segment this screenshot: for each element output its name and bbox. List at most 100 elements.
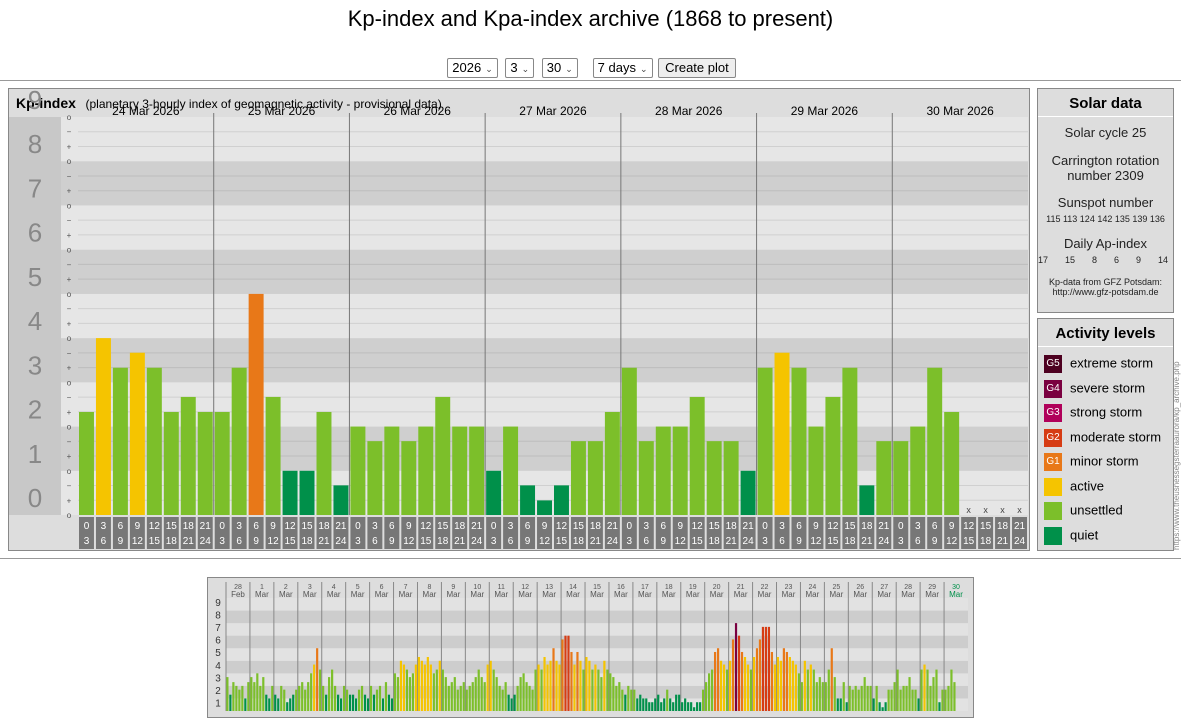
overview-bar <box>782 648 785 711</box>
y-tick-label: 7 <box>28 173 42 203</box>
overview-bar <box>348 694 352 711</box>
overview-chart: 12345678928Feb1Mar2Mar3Mar4Mar5Mar6Mar7M… <box>215 582 968 711</box>
chevron-down-icon: ⌄ <box>521 64 530 74</box>
sub-tick-label: o <box>67 246 72 255</box>
ap-values: 17 15 8 6 9 14 --- <box>1038 255 1181 265</box>
kp-bar <box>554 485 569 515</box>
overview-bar <box>552 648 555 711</box>
kp-bar <box>435 396 451 515</box>
overview-bar <box>854 685 857 711</box>
overview-bar <box>764 626 768 711</box>
carrington-number: number 2309 <box>1067 168 1144 183</box>
date-controls: 2026 ⌄ 3 ⌄ 30 ⌄ 7 days ⌄ Create plot <box>0 58 1181 78</box>
credit-line-1: Kp-data from GFZ Potsdam: <box>1048 277 1163 287</box>
overview-bar <box>896 669 899 711</box>
hour-cell <box>554 517 569 549</box>
overview-bar <box>603 660 606 711</box>
hour-cell <box>214 517 230 549</box>
overview-bar <box>594 664 597 711</box>
overview-bar <box>773 664 777 711</box>
overview-bar <box>381 698 385 711</box>
kp-bar <box>689 396 705 515</box>
year-select[interactable]: 2026 ⌄ <box>447 58 498 78</box>
day-number: 19 <box>689 584 697 591</box>
hour-cell <box>825 517 841 549</box>
overview-bar <box>360 685 364 711</box>
overview-bar <box>657 694 660 711</box>
day-month: Mar <box>327 590 341 599</box>
day-select[interactable]: 30 ⌄ <box>541 58 578 78</box>
hour-end: 9 <box>525 536 531 547</box>
overview-bar <box>708 673 711 711</box>
hour-cell <box>180 517 196 549</box>
kp-bar <box>282 470 298 515</box>
day-number: 12 <box>521 584 529 591</box>
overview-bar <box>331 669 334 711</box>
overview-bar <box>516 685 519 711</box>
sub-tick-label: + <box>67 408 72 417</box>
activity-legend-item: G3 strong storm <box>1044 404 1142 422</box>
legend-label: minor storm <box>1070 453 1139 469</box>
day-number: 1 <box>260 584 264 591</box>
hour-cell <box>927 517 943 549</box>
overview-bar <box>474 677 477 711</box>
sub-tick-label: − <box>67 482 72 491</box>
overview-bar <box>908 677 911 711</box>
overview-bar <box>465 689 468 711</box>
hour-start: 0 <box>762 521 768 532</box>
row-band <box>226 698 968 711</box>
hour-end: 21 <box>726 536 738 547</box>
y-tick-label: 3 <box>28 350 42 380</box>
kp-bar <box>129 352 145 515</box>
overview-bar <box>767 626 771 711</box>
hour-end: 21 <box>861 536 873 547</box>
create-plot-button[interactable]: Create plot <box>658 58 736 78</box>
y-tick-label: 1 <box>28 439 42 469</box>
overview-bar <box>459 685 462 711</box>
overview-bar <box>929 685 932 711</box>
day-number: 25 <box>832 584 840 591</box>
overview-bar <box>660 702 663 711</box>
day-month: Mar <box>734 590 748 599</box>
overview-bar <box>411 673 414 711</box>
kp-bar <box>384 426 400 515</box>
credit-line-2[interactable]: http://www.gfz-potsdam.de <box>1052 287 1159 297</box>
hour-start: 15 <box>980 521 992 532</box>
day-value: 30 <box>546 60 562 75</box>
day-month: Mar <box>877 590 891 599</box>
hour-end: 3 <box>491 536 497 547</box>
hour-cell <box>621 517 637 549</box>
overview-bar <box>390 698 394 711</box>
overview-bar <box>253 682 256 711</box>
hour-end: 15 <box>556 536 568 547</box>
row-band <box>226 635 968 649</box>
hour-end: 24 <box>878 536 890 547</box>
hour-cell <box>350 517 366 549</box>
hour-cell <box>79 517 94 549</box>
overview-bar <box>938 702 941 711</box>
hour-end: 3 <box>762 536 768 547</box>
legend-swatch: G2 <box>1044 428 1062 447</box>
hour-end: 9 <box>118 536 124 547</box>
overview-bar <box>699 702 702 711</box>
hour-cell <box>978 517 994 549</box>
sub-tick-label: − <box>67 172 72 181</box>
overview-bar <box>615 685 618 711</box>
kp-bar <box>893 441 909 515</box>
overview-bar <box>639 694 642 711</box>
activity-legend-item: active <box>1044 477 1104 496</box>
day-number: 8 <box>427 584 431 591</box>
overview-bar <box>627 685 630 711</box>
sub-tick-label: o <box>67 201 72 210</box>
sub-tick-label: + <box>67 275 72 284</box>
kp-bar <box>672 426 688 515</box>
y-tick-label: 5 <box>215 648 221 659</box>
overview-bar <box>567 635 570 711</box>
hour-cell <box>808 517 824 549</box>
row-band <box>226 660 968 674</box>
kp-bar <box>333 485 349 515</box>
span-select[interactable]: 7 days ⌄ <box>592 58 653 78</box>
hour-start: 9 <box>406 521 412 532</box>
kp-bar <box>757 367 773 515</box>
month-select[interactable]: 3 ⌄ <box>505 58 535 78</box>
